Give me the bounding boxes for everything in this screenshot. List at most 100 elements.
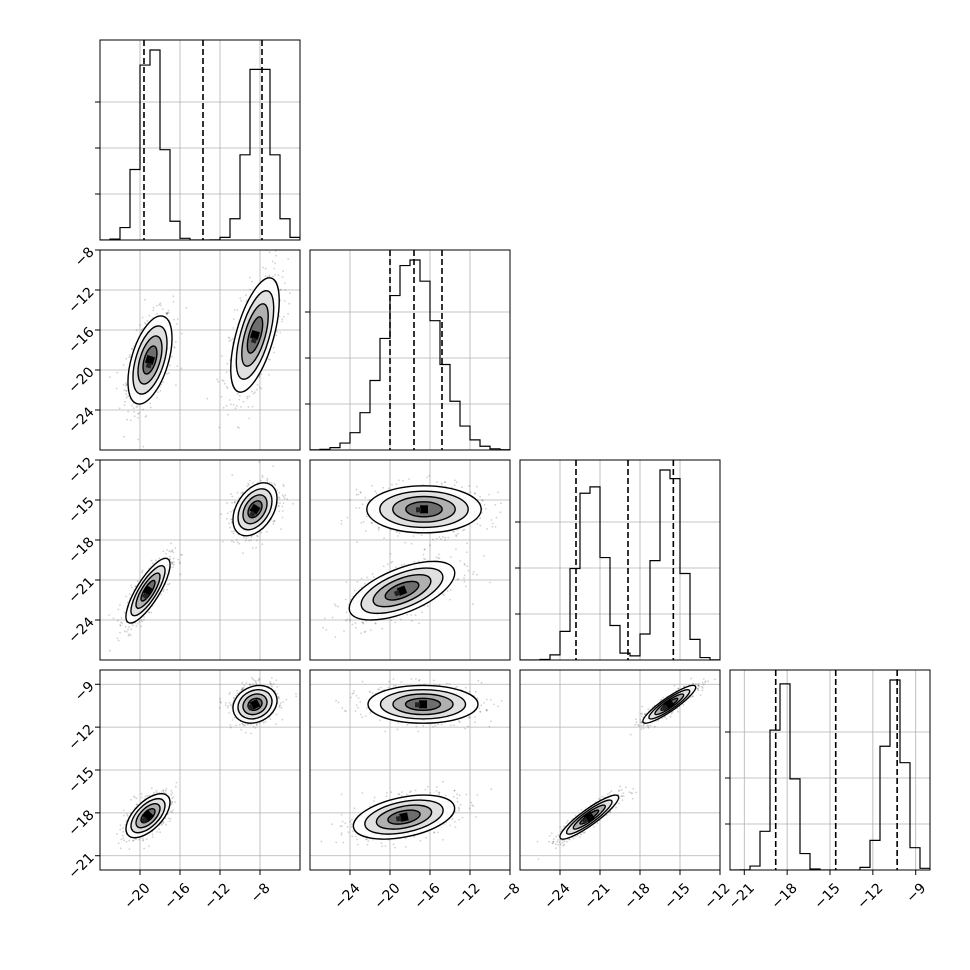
scatter-point xyxy=(254,681,257,684)
scatter-point xyxy=(472,573,474,576)
density-peak xyxy=(142,592,149,600)
scatter-point xyxy=(228,337,231,339)
scatter-point xyxy=(135,797,138,800)
scatter-point xyxy=(170,561,173,564)
scatter-point xyxy=(271,260,274,263)
scatter-point xyxy=(444,536,446,539)
scatter-point xyxy=(138,838,141,841)
scatter-point xyxy=(134,585,137,588)
scatter-point xyxy=(278,510,281,513)
scatter-point xyxy=(137,413,140,415)
scatter-point xyxy=(135,406,138,408)
density-contours xyxy=(125,557,171,624)
scatter-point xyxy=(145,838,148,840)
scatter-point xyxy=(481,499,483,501)
scatter-point xyxy=(135,803,138,806)
scatter-point xyxy=(169,550,172,553)
scatter-point xyxy=(463,562,466,565)
scatter-point xyxy=(173,318,175,321)
scatter-point xyxy=(229,510,232,513)
scatter-point xyxy=(125,396,128,399)
scatter-point xyxy=(354,626,357,629)
scatter-point xyxy=(173,347,176,349)
scatter-point xyxy=(123,404,126,407)
scatter-point xyxy=(156,313,159,315)
scatter-point xyxy=(449,589,452,591)
scatter-point xyxy=(375,492,378,495)
scatter-point xyxy=(140,619,143,622)
scatter-point xyxy=(370,521,373,524)
scatter-point xyxy=(242,552,244,555)
scatter-point xyxy=(551,520,553,522)
scatter-point xyxy=(222,406,225,409)
scatter-point xyxy=(265,530,268,533)
scatter-point xyxy=(168,372,170,374)
scatter-point xyxy=(232,327,235,329)
scatter-point xyxy=(145,414,148,417)
scatter-point xyxy=(148,794,151,797)
scatter-point xyxy=(125,840,128,843)
scatter-point xyxy=(252,678,254,681)
scatter-point xyxy=(158,557,161,560)
scatter-point xyxy=(288,292,291,294)
scatter-point xyxy=(231,530,233,533)
scatter-point xyxy=(273,482,276,485)
scatter-point xyxy=(377,529,380,531)
scatter-point xyxy=(371,573,374,576)
scatter-point xyxy=(437,557,440,559)
histogram-step xyxy=(100,49,300,240)
scatter-point xyxy=(281,276,284,279)
scatter-point xyxy=(138,621,141,623)
scatter-point xyxy=(453,484,456,487)
scatter-point xyxy=(142,838,145,841)
scatter-point xyxy=(137,438,140,441)
scatter-point xyxy=(254,727,257,729)
scatter-point xyxy=(397,535,399,537)
scatter-point xyxy=(136,405,139,408)
scatter-point xyxy=(112,617,115,620)
panel-3-3 xyxy=(515,459,721,661)
scatter-point xyxy=(230,339,232,341)
scatter-point xyxy=(346,516,349,519)
scatter-point xyxy=(152,562,154,565)
scatter-point xyxy=(404,541,407,544)
scatter-point xyxy=(124,611,126,614)
scatter-point xyxy=(449,556,452,558)
scatter-point xyxy=(360,521,363,524)
scatter-point xyxy=(443,481,446,483)
scatter-point xyxy=(160,593,163,596)
scatter-point xyxy=(360,586,363,589)
scatter-point xyxy=(246,397,249,400)
scatter-point xyxy=(131,405,133,407)
scatter-point xyxy=(269,681,272,683)
scatter-point xyxy=(281,494,284,496)
scatter-point xyxy=(276,489,278,491)
scatter-point xyxy=(234,500,237,503)
scatter-point xyxy=(277,274,280,277)
scatter-point xyxy=(244,540,247,542)
scatter-point xyxy=(241,687,244,690)
scatter-point xyxy=(270,481,273,484)
scatter-point xyxy=(281,516,284,519)
scatter-point xyxy=(218,426,221,429)
scatter-point xyxy=(254,391,256,394)
scatter-point xyxy=(282,270,284,272)
scatter-point xyxy=(128,593,131,595)
scatter-point xyxy=(260,479,262,482)
axes-frame xyxy=(99,39,301,241)
scatter-point xyxy=(119,624,122,626)
scatter-point xyxy=(260,531,263,534)
scatter-point xyxy=(292,502,294,505)
scatter-point xyxy=(249,479,251,482)
scatter-point xyxy=(355,488,358,491)
histogram-step xyxy=(310,259,510,450)
scatter-point xyxy=(135,329,138,332)
scatter-point xyxy=(232,404,235,406)
scatter-point xyxy=(175,781,178,784)
scatter-point xyxy=(449,598,451,601)
scatter-point xyxy=(246,395,248,398)
scatter-point xyxy=(459,560,462,562)
scatter-point xyxy=(121,622,123,624)
scatter-point xyxy=(275,723,277,725)
scatter-point xyxy=(219,701,222,704)
